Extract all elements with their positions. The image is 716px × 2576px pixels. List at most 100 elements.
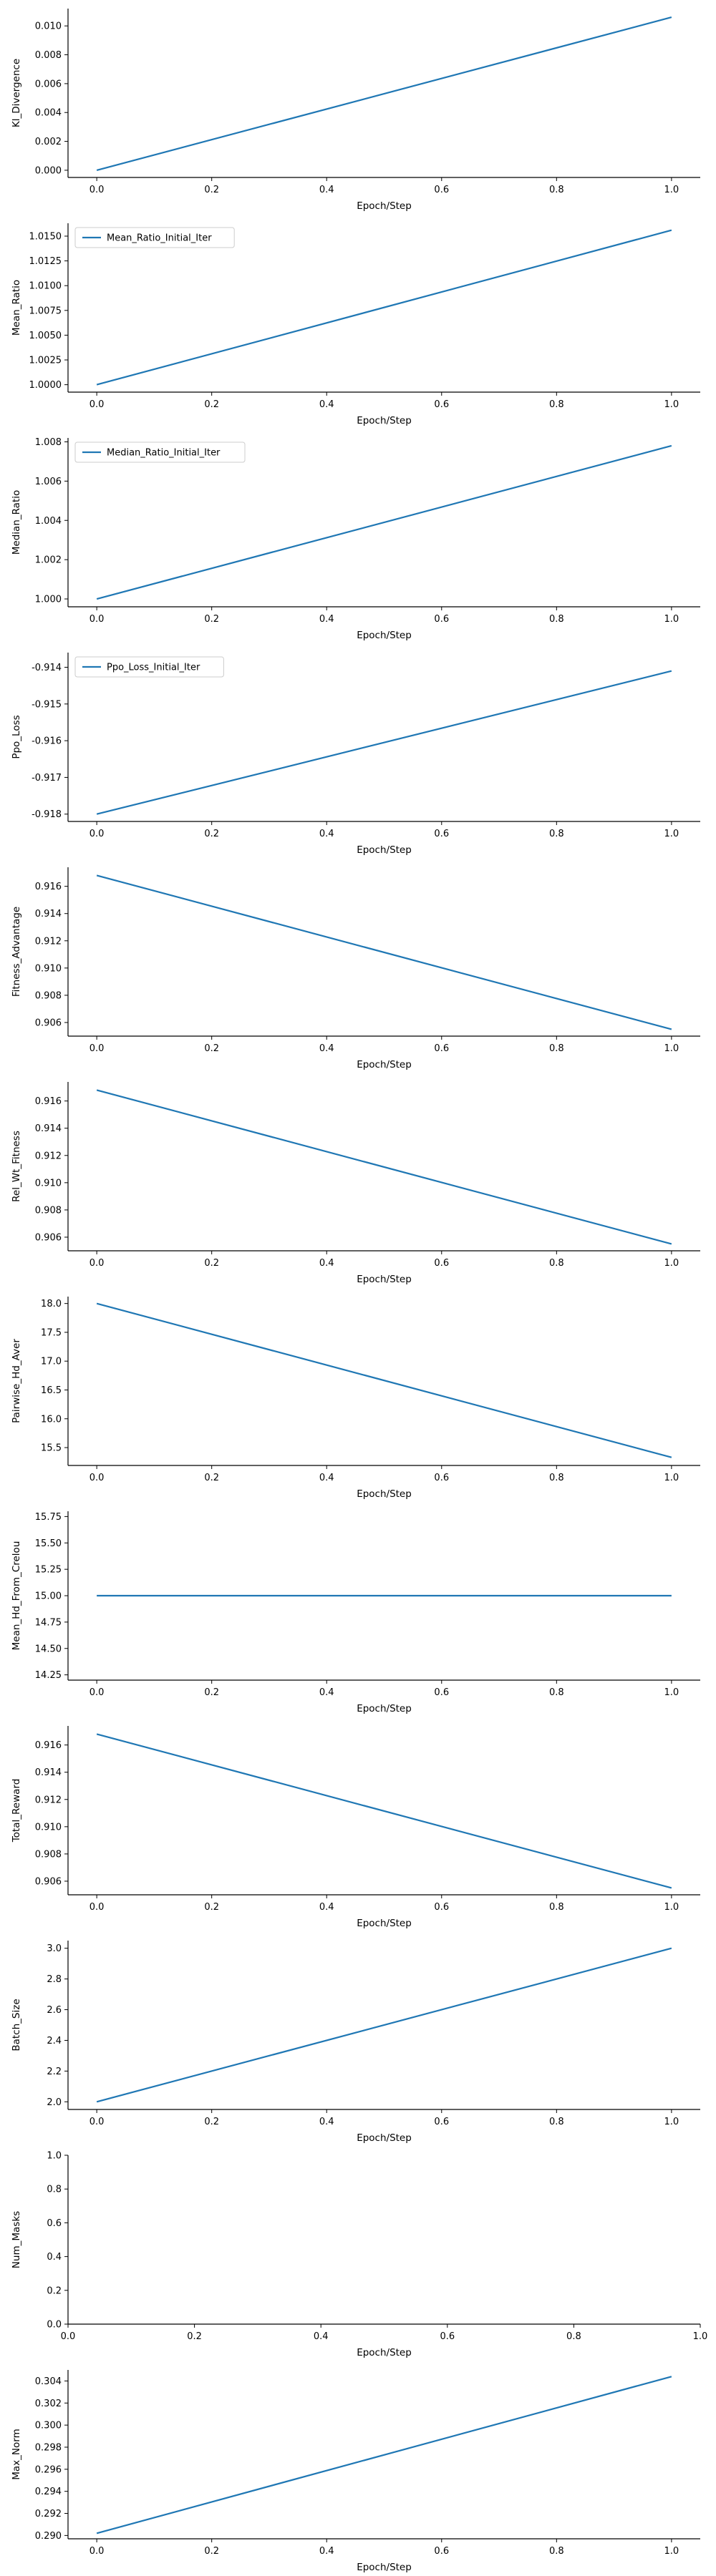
y-tick-label: 0.910 bbox=[35, 1178, 62, 1189]
x-tick-label: 0.6 bbox=[434, 185, 449, 195]
y-tick-label: 16.0 bbox=[41, 1414, 62, 1425]
x-tick-label: 1.0 bbox=[664, 1043, 679, 1054]
y-tick-label: 15.50 bbox=[35, 1538, 62, 1549]
y-tick-label: 0.296 bbox=[35, 2464, 62, 2475]
x-tick-label: 0.0 bbox=[90, 1902, 105, 1913]
y-tick-label: 0.910 bbox=[35, 1822, 62, 1833]
y-tick-label: 0.908 bbox=[35, 1849, 62, 1860]
y-tick-label: 15.75 bbox=[35, 1512, 62, 1523]
x-tick-label: 0.4 bbox=[319, 614, 334, 625]
y-tick-label: 17.5 bbox=[41, 1327, 62, 1338]
y-tick-label: 0.304 bbox=[35, 2376, 62, 2387]
x-tick-label: 0.0 bbox=[90, 614, 105, 625]
y-tick-label: 1.002 bbox=[35, 555, 62, 566]
x-tick-label: 0.0 bbox=[90, 829, 105, 839]
x-tick-label: 0.8 bbox=[549, 2117, 564, 2127]
y-tick-label: 0.908 bbox=[35, 990, 62, 1001]
chart-panel-rel_wt_fitness: 0.0 0.2 0.4 0.6 0.8 1.0 0.906 0.908 0.910 0.912 0.… bbox=[11, 1082, 700, 1285]
x-tick-label: 0.8 bbox=[549, 2546, 564, 2557]
y-axis-label: Num_Masks bbox=[11, 2211, 22, 2268]
x-axis-label: Epoch/Step bbox=[357, 1703, 412, 1714]
y-tick-label: 1.0050 bbox=[29, 331, 62, 341]
x-tick-label: 0.8 bbox=[549, 614, 564, 625]
y-tick-label: 1.006 bbox=[35, 477, 62, 487]
x-tick-label: 0.6 bbox=[434, 1473, 449, 1483]
x-tick-label: 0.6 bbox=[434, 1902, 449, 1913]
y-tick-label: 15.00 bbox=[35, 1591, 62, 1602]
x-tick-label: 0.4 bbox=[319, 185, 334, 195]
legend-label: Median_Ratio_Initial_Iter bbox=[107, 448, 221, 459]
y-tick-label: 0.006 bbox=[35, 79, 62, 89]
x-tick-label: 0.2 bbox=[204, 1258, 219, 1269]
x-tick-label: 1.0 bbox=[664, 614, 679, 625]
y-tick-label: 2.4 bbox=[47, 2036, 62, 2046]
legend-label: Mean_Ratio_Initial_Iter bbox=[107, 233, 212, 244]
x-axis-label: Epoch/Step bbox=[357, 2132, 412, 2144]
y-tick-label: 0.294 bbox=[35, 2487, 62, 2497]
x-tick-label: 1.0 bbox=[664, 399, 679, 410]
y-tick-label: -0.915 bbox=[32, 699, 62, 710]
legend-box bbox=[74, 227, 235, 248]
y-tick-label: 1.0100 bbox=[29, 281, 62, 292]
x-tick-label: 0.4 bbox=[319, 829, 334, 839]
x-tick-label: 0.8 bbox=[549, 1687, 564, 1698]
chart-panel-kl_divergence: 0.0 0.2 0.4 0.6 0.8 1.0 0.000 0.002 0.004 0.006 0.… bbox=[11, 9, 700, 212]
x-tick-label: 0.8 bbox=[549, 829, 564, 839]
x-tick-label: 0.0 bbox=[61, 2331, 76, 2342]
series-line bbox=[96, 1089, 672, 1245]
x-tick-label: 1.0 bbox=[664, 829, 679, 839]
x-tick-label: 0.6 bbox=[434, 614, 449, 625]
y-tick-label: 0.914 bbox=[35, 1123, 62, 1134]
x-tick-label: 0.0 bbox=[90, 1043, 105, 1054]
y-tick-label: 0.4 bbox=[47, 2252, 62, 2263]
x-tick-label: 1.0 bbox=[664, 2117, 679, 2127]
legend-box bbox=[74, 441, 246, 463]
y-axis-label: Total_Reward bbox=[11, 1779, 22, 1843]
y-tick-label: -0.917 bbox=[32, 773, 62, 784]
chart-panel-median_ratio: 0.0 0.2 0.4 0.6 0.8 1.0 1.000 1.002 1.004 1.006 1.… bbox=[11, 437, 700, 641]
y-axis-label: Pairwise_Hd_Aver bbox=[11, 1339, 22, 1423]
y-axis-label: Kl_Divergence bbox=[11, 59, 22, 127]
x-tick-label: 0.4 bbox=[319, 1687, 334, 1698]
x-tick-label: 0.0 bbox=[90, 1258, 105, 1269]
y-tick-label: 1.008 bbox=[35, 437, 62, 448]
y-tick-label: 0.908 bbox=[35, 1205, 62, 1216]
y-tick-label: 2.2 bbox=[47, 2067, 62, 2077]
chart-panel-pairwise_hd_aver: 0.0 0.2 0.4 0.6 0.8 1.0 15.5 16.0 16.5 17.0 17.5 18… bbox=[11, 1297, 700, 1500]
y-tick-label: -0.916 bbox=[32, 736, 62, 747]
x-tick-label: 0.2 bbox=[204, 1043, 219, 1054]
series-line bbox=[96, 1302, 672, 1458]
y-tick-label: 0.000 bbox=[35, 165, 62, 176]
x-tick-label: 0.6 bbox=[434, 399, 449, 410]
chart-panel-num_masks: 0.0 0.2 0.4 0.6 0.8 1.0 0.0 0.2 0.4 0.6 0.8 1.0 Epoc… bbox=[11, 2151, 707, 2359]
series-line bbox=[96, 670, 672, 815]
x-axis-label: Epoch/Step bbox=[357, 200, 412, 212]
series-line bbox=[96, 1947, 672, 2103]
x-tick-label: 0.6 bbox=[434, 2546, 449, 2557]
x-tick-label: 0.8 bbox=[549, 185, 564, 195]
y-tick-label: 0.916 bbox=[35, 1096, 62, 1107]
y-tick-label: 0.914 bbox=[35, 909, 62, 919]
y-tick-label: 1.0150 bbox=[29, 231, 62, 242]
y-tick-label: 16.5 bbox=[41, 1385, 62, 1396]
x-tick-label: 0.4 bbox=[314, 2331, 329, 2342]
x-tick-label: 0.6 bbox=[434, 1043, 449, 1054]
x-tick-label: 0.6 bbox=[434, 1258, 449, 1269]
x-tick-label: 0.0 bbox=[90, 1687, 105, 1698]
y-tick-label: 0.302 bbox=[35, 2399, 62, 2409]
y-tick-label: 0.906 bbox=[35, 1232, 62, 1243]
y-tick-label: 1.0025 bbox=[29, 356, 62, 366]
y-tick-label: 0.912 bbox=[35, 1795, 62, 1805]
x-tick-label: 1.0 bbox=[664, 1473, 679, 1483]
x-tick-label: 0.4 bbox=[319, 2117, 334, 2127]
chart-panel-ppo_loss: 0.0 0.2 0.4 0.6 0.8 1.0 -0.918 -0.917 -0.916 -0.9… bbox=[11, 653, 700, 856]
x-tick-label: 0.2 bbox=[204, 614, 219, 625]
x-tick-label: 0.6 bbox=[434, 2117, 449, 2127]
y-axis-label: Mean_Ratio bbox=[11, 280, 22, 336]
y-tick-label: 0.008 bbox=[35, 50, 62, 61]
chart-panel-mean_hd_from_crelou: 0.0 0.2 0.4 0.6 0.8 1.0 14.25 14.50 14.75 15.00 15… bbox=[11, 1511, 700, 1714]
y-tick-label: 14.75 bbox=[35, 1617, 62, 1628]
y-tick-label: 1.004 bbox=[35, 516, 62, 527]
y-tick-label: 0.906 bbox=[35, 1018, 62, 1028]
y-tick-label: 0.906 bbox=[35, 1876, 62, 1887]
